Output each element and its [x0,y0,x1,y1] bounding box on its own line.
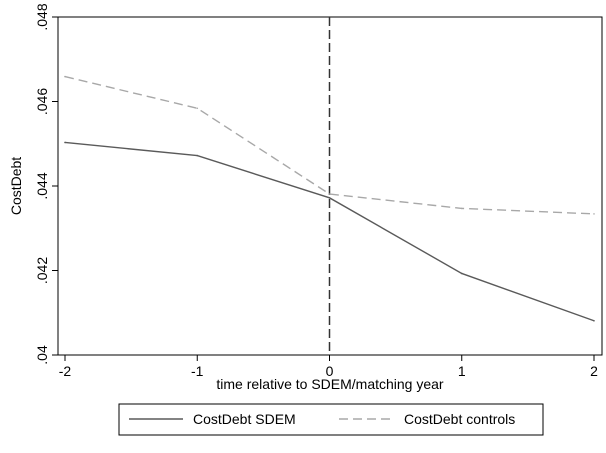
x-tick-label: 1 [458,363,466,379]
x-tick-label: -2 [59,363,72,379]
data-point-costdebt-sdem [328,197,331,199]
x-tick-label: -1 [191,363,204,379]
series-line-costdebt-controls [64,75,595,215]
y-tick-label: .046 [34,88,50,115]
data-point-costdebt-controls [593,213,595,215]
data-point-costdebt-controls [328,193,331,195]
data-point-costdebt-controls [196,107,199,110]
data-point-costdebt-controls [64,75,66,78]
x-axis: -2 -1 0 1 2 [59,355,598,379]
data-point-costdebt-sdem [64,141,66,144]
legend: CostDebt SDEM CostDebt controls [118,403,544,436]
y-tick-label: .048 [34,3,50,30]
x-tick-label: 0 [326,363,334,379]
y-tick-label: .042 [34,257,50,284]
data-point-costdebt-controls [460,207,463,210]
y-tick-label: .044 [34,172,50,199]
series-layer [64,75,595,322]
y-tick-label: .04 [34,345,50,365]
y-axis-title: CostDebt [8,157,24,215]
legend-label-costdebt-controls: CostDebt controls [404,411,515,427]
y-axis: .04 .042 .044 .046 .048 [34,3,58,365]
legend-box [118,403,544,436]
x-axis-title: time relative to SDEM/matching year [216,376,444,392]
x-tick-label: 2 [590,363,598,379]
legend-label-costdebt-sdem: CostDebt SDEM [193,411,296,427]
data-point-costdebt-sdem [593,319,595,322]
data-point-costdebt-sdem [460,272,463,275]
data-point-costdebt-sdem [196,154,199,157]
